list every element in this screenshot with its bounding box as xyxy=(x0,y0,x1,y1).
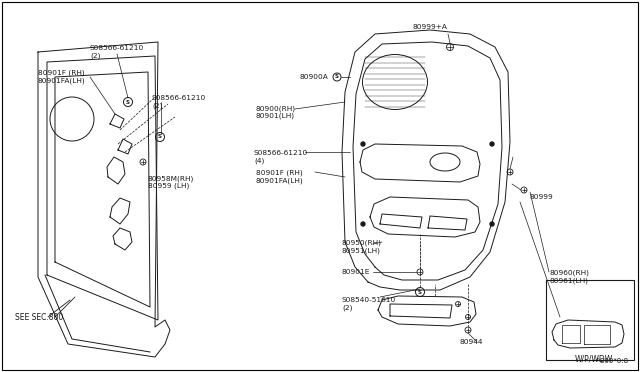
Text: S: S xyxy=(335,74,339,80)
Text: 80900A: 80900A xyxy=(300,74,328,80)
Text: 80960(RH)
80961(LH): 80960(RH) 80961(LH) xyxy=(549,270,589,284)
Text: S08566-61210
(2): S08566-61210 (2) xyxy=(90,45,144,59)
Text: S: S xyxy=(126,99,130,105)
Text: 80901E: 80901E xyxy=(342,269,371,275)
Text: S08566-61210
(4): S08566-61210 (4) xyxy=(254,150,308,164)
Text: S: S xyxy=(158,135,162,140)
Text: 80901F (RH)
80901FA(LH): 80901F (RH) 80901FA(LH) xyxy=(256,170,304,184)
Text: SEE SEC.800: SEE SEC.800 xyxy=(15,312,63,321)
Text: S08566-61210
(2): S08566-61210 (2) xyxy=(152,95,206,109)
Text: 80900(RH)
80901(LH): 80900(RH) 80901(LH) xyxy=(256,105,296,119)
Text: 80901F (RH)
80901FA(LH): 80901F (RH) 80901FA(LH) xyxy=(38,70,86,84)
Bar xyxy=(546,280,634,360)
Text: S: S xyxy=(418,289,422,295)
Circle shape xyxy=(361,222,365,226)
Text: 80999+A: 80999+A xyxy=(413,24,447,30)
Text: ^809*0:8: ^809*0:8 xyxy=(594,358,628,364)
Circle shape xyxy=(490,142,494,146)
Circle shape xyxy=(490,222,494,226)
Text: 80950(RH)
80951(LH): 80950(RH) 80951(LH) xyxy=(342,240,382,254)
Text: S08540-51610
(2): S08540-51610 (2) xyxy=(342,297,396,311)
Text: 80958M(RH)
80959 (LH): 80958M(RH) 80959 (LH) xyxy=(148,175,195,189)
Text: 80944: 80944 xyxy=(460,339,483,345)
Text: 80999: 80999 xyxy=(530,194,554,200)
Circle shape xyxy=(361,142,365,146)
Text: W/P/WDW: W/P/WDW xyxy=(575,355,613,364)
